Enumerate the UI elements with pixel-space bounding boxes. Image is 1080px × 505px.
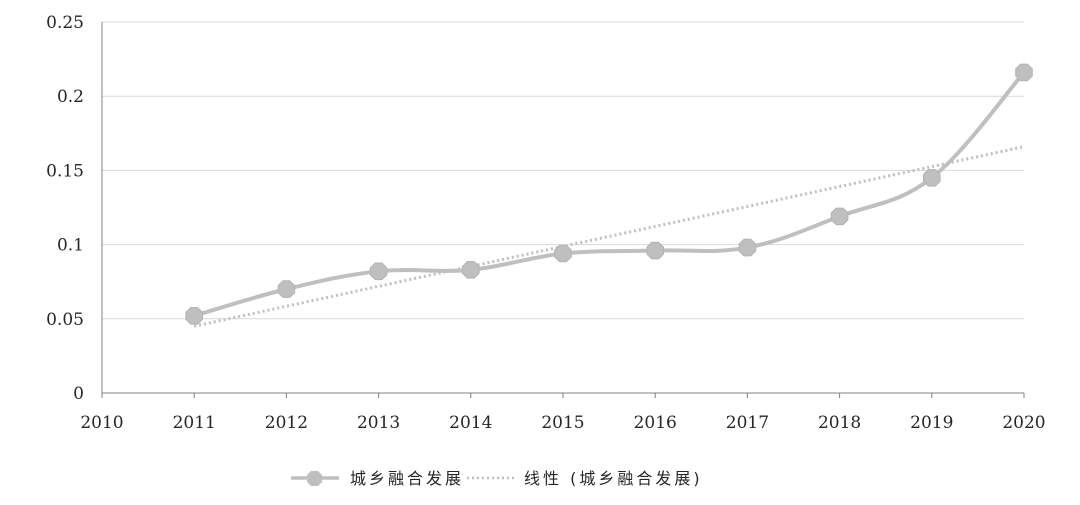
axes <box>101 22 1025 398</box>
legend-trend-label: 线性 (城乡融合发展) <box>524 469 703 488</box>
trendline-path <box>193 145 1025 328</box>
legend-series-label: 城乡融合发展 <box>350 469 464 488</box>
y-tick-label: 0.15 <box>46 161 84 181</box>
y-tick-label: 0.1 <box>57 236 84 256</box>
x-tick-label: 2018 <box>818 413 861 433</box>
x-tick-label: 2019 <box>910 413 953 433</box>
data-point <box>1015 63 1033 82</box>
data-point <box>923 169 941 187</box>
x-tick-label: 2014 <box>449 413 492 433</box>
y-tick-label: 0.05 <box>46 310 84 330</box>
data-point <box>646 241 664 260</box>
data-point <box>462 261 480 279</box>
data-point <box>554 244 572 263</box>
x-tick-label: 2017 <box>726 413 769 433</box>
x-tick-label: 2015 <box>541 413 584 433</box>
legend: 城乡融合发展 线性 (城乡融合发展) <box>291 469 703 488</box>
y-tick-label: 0.2 <box>57 87 84 107</box>
gridlines <box>102 21 1024 320</box>
trendline <box>193 145 1025 328</box>
y-tick-label: 0.25 <box>46 13 84 33</box>
x-tick-label: 2010 <box>80 413 123 433</box>
data-point <box>830 207 849 226</box>
x-tick-label: 2016 <box>634 413 677 433</box>
x-tick-label: 2020 <box>1002 413 1045 433</box>
data-point <box>277 280 296 298</box>
data-point <box>738 238 757 257</box>
y-tick-label: 0 <box>73 384 84 404</box>
x-tick-labels: 2010 2011 2012 2013 2014 2015 2016 2017 2018 2019… <box>80 413 1045 433</box>
legend-series-marker <box>307 471 322 486</box>
data-series <box>185 63 1033 325</box>
x-tick-label: 2011 <box>173 413 216 433</box>
x-tick-label: 2013 <box>357 413 400 433</box>
x-tick-label: 2012 <box>265 413 308 433</box>
y-tick-labels: 0 0.05 0.1 0.15 0.2 0.25 <box>46 13 84 404</box>
data-point <box>185 307 203 325</box>
series-line <box>193 71 1026 318</box>
data-point <box>369 262 388 281</box>
